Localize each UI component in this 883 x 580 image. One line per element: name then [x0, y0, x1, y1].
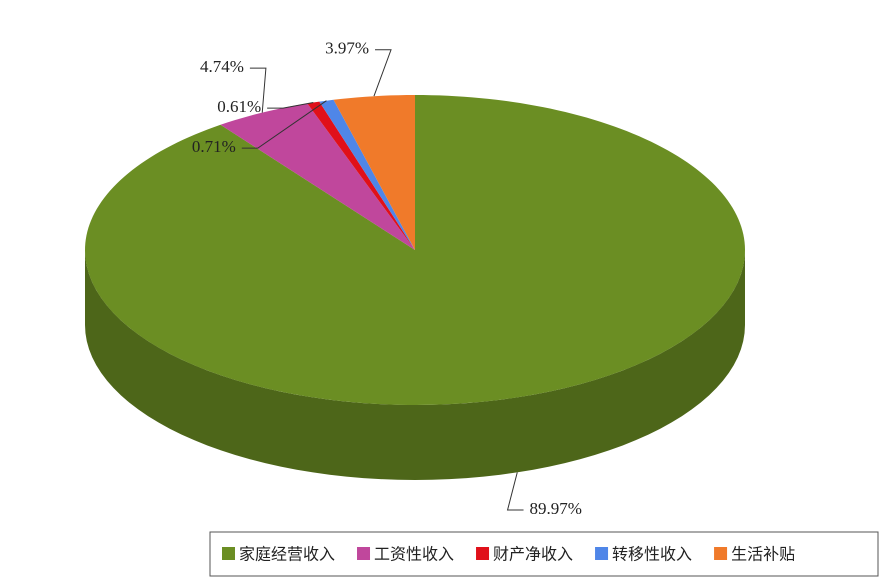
- legend-label: 转移性收入: [612, 545, 692, 564]
- legend-swatch: [357, 547, 371, 560]
- legend-box: [209, 531, 879, 577]
- legend-swatch: [714, 547, 728, 560]
- legend-swatch: [222, 547, 235, 560]
- data-label: 89.97%: [530, 499, 582, 518]
- data-label: 4.74%: [200, 57, 244, 76]
- legend-swatch: [595, 547, 609, 560]
- pie-slice: [307, 101, 415, 250]
- data-label: 0.61%: [217, 97, 261, 116]
- legend-label: 工资性收入: [374, 545, 454, 564]
- leader-line: [241, 100, 327, 149]
- pie-side: [85, 250, 745, 480]
- pie-slice: [333, 95, 415, 250]
- data-label: 3.97%: [325, 39, 369, 58]
- pie-slice: [85, 95, 745, 405]
- legend-label: 生活补贴: [731, 545, 795, 564]
- pie-slice: [319, 99, 415, 251]
- legend-swatch: [476, 547, 490, 560]
- leader-line: [506, 472, 524, 511]
- leader-line: [249, 67, 267, 113]
- leader-line: [373, 49, 392, 97]
- legend-label: 家庭经营收入: [239, 545, 335, 564]
- data-label: 0.71%: [192, 137, 236, 156]
- legend-label: 财产净收入: [493, 545, 573, 564]
- leader-line: [267, 102, 314, 109]
